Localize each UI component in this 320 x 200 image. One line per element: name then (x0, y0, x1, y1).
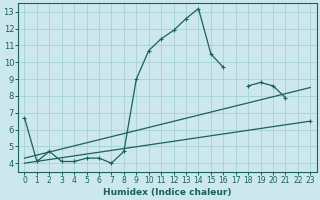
X-axis label: Humidex (Indice chaleur): Humidex (Indice chaleur) (103, 188, 232, 197)
